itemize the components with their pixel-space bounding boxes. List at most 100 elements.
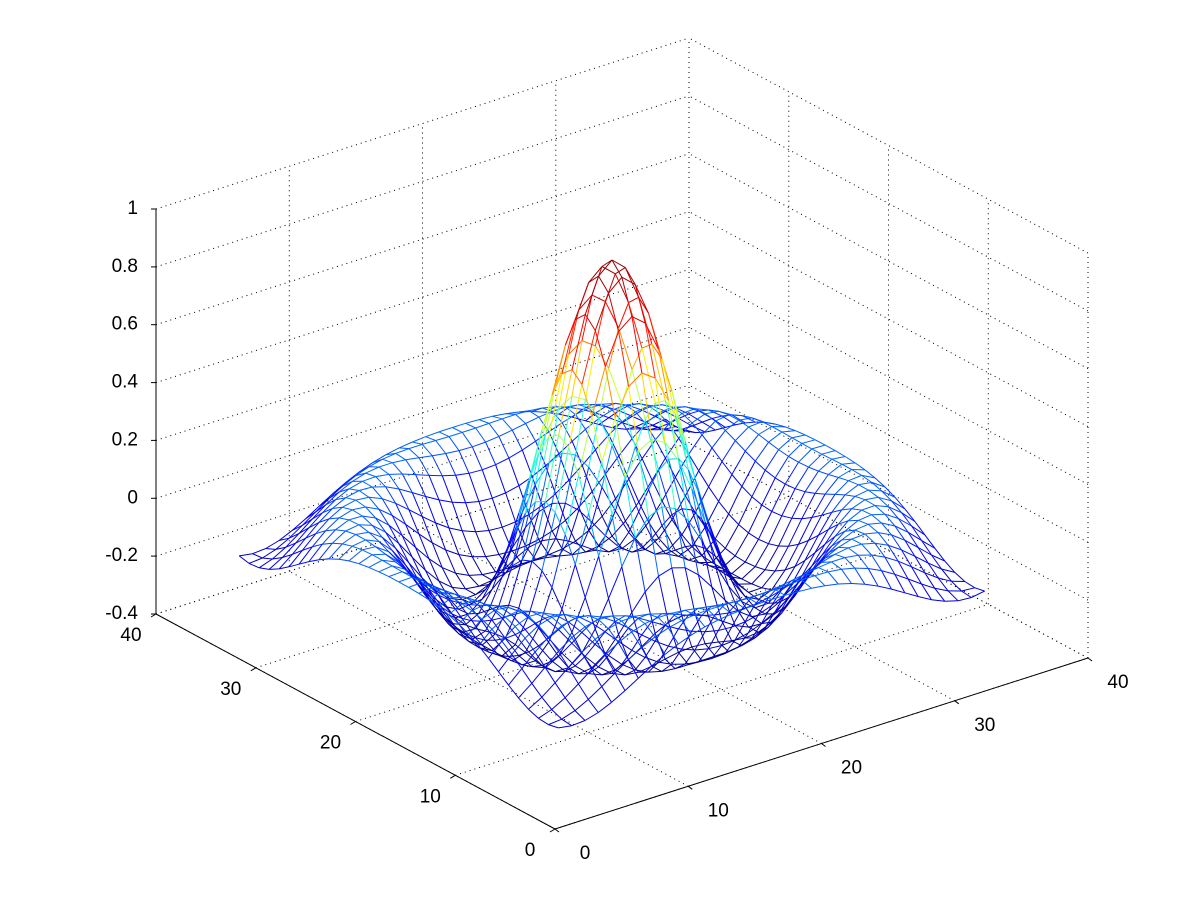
mesh-segment — [482, 464, 496, 471]
mesh-segment — [718, 554, 729, 587]
mesh-segment — [548, 431, 560, 455]
mesh-segment — [781, 515, 792, 519]
mesh-segment — [458, 554, 470, 576]
mesh-segment — [378, 571, 390, 578]
mesh-segment — [711, 586, 726, 601]
mesh-segment — [391, 550, 406, 566]
mesh-segment — [391, 515, 403, 536]
mesh-segment — [351, 539, 366, 547]
grid-line-sidewall-z — [688, 442, 1089, 659]
mesh-segment — [641, 633, 656, 647]
mesh-segment — [471, 610, 483, 620]
mesh-segment — [678, 458, 693, 511]
mesh-segment — [691, 413, 706, 424]
mesh-segment — [621, 620, 633, 633]
mesh-segment — [375, 546, 389, 553]
mesh-segment — [571, 637, 583, 653]
mesh-segment — [598, 424, 613, 429]
mesh-segment — [704, 501, 720, 528]
mesh-segment — [488, 658, 499, 672]
mesh-segment — [641, 458, 653, 481]
mesh-segment — [785, 426, 796, 432]
mesh-segment — [441, 475, 453, 503]
mesh-segment — [492, 415, 503, 420]
mesh-segment — [791, 517, 802, 520]
mesh-segment — [342, 543, 353, 547]
mesh-segment — [318, 542, 333, 561]
mesh-segment — [681, 413, 693, 424]
mesh-segment — [498, 429, 513, 437]
mesh-segment — [601, 669, 616, 676]
mesh-segment — [335, 488, 350, 500]
mesh-segment — [581, 465, 593, 492]
mesh-segment — [492, 413, 506, 417]
axes — [150, 208, 1093, 833]
mesh-segment — [718, 640, 732, 643]
mesh-segment — [428, 558, 443, 569]
mesh-segment — [648, 517, 659, 577]
mesh-segment — [328, 506, 343, 520]
mesh-segment — [468, 633, 479, 647]
mesh-segment — [635, 521, 650, 539]
mesh-segment — [787, 584, 799, 593]
mesh-segment — [681, 436, 693, 489]
mesh-segment — [574, 513, 590, 565]
mesh-segment — [425, 496, 437, 524]
mesh-segment — [335, 529, 346, 532]
mesh-segment — [678, 460, 689, 521]
mesh-segment — [821, 453, 833, 460]
mesh-segment — [338, 517, 349, 521]
mesh-segment — [511, 614, 526, 630]
mesh-segment — [871, 481, 886, 488]
mesh-segment — [431, 599, 446, 619]
mesh-segment — [834, 530, 846, 537]
mesh-segment — [421, 444, 433, 457]
mesh-segment — [894, 574, 906, 594]
mesh-segment — [668, 549, 679, 557]
mesh-segment — [591, 667, 603, 676]
mesh-segment — [694, 609, 709, 616]
mesh-segment — [758, 538, 769, 545]
mesh-segment — [814, 575, 826, 587]
mesh-segment — [355, 531, 369, 535]
mesh-segment — [431, 596, 446, 608]
mesh-segment — [544, 385, 556, 435]
mesh-segment — [605, 402, 616, 408]
mesh-segment — [461, 618, 476, 638]
mesh-segment — [741, 460, 756, 487]
mesh-segment — [441, 567, 453, 588]
mesh-segment — [788, 579, 802, 586]
mesh-segment — [871, 482, 882, 492]
mesh-segment — [871, 514, 882, 524]
mesh-segment — [931, 554, 946, 562]
mesh-segment — [898, 560, 912, 568]
mesh-segment — [801, 517, 812, 520]
mesh-segment — [761, 570, 776, 589]
mesh-segment — [724, 547, 736, 557]
mesh-segment — [748, 587, 762, 593]
mesh-segment — [874, 505, 886, 515]
mesh-segment — [631, 316, 643, 374]
mesh-segment — [431, 542, 443, 568]
mesh-segment — [574, 699, 589, 711]
mesh-segment — [611, 403, 623, 446]
mesh-segment — [884, 513, 896, 527]
mesh-segment — [624, 477, 636, 539]
y-tick-mark — [549, 828, 556, 833]
mesh-segment — [754, 597, 769, 605]
mesh-segment — [518, 651, 529, 656]
mesh-segment — [365, 539, 379, 542]
mesh-segment — [804, 470, 819, 492]
mesh-segment — [768, 431, 783, 443]
mesh-segment — [874, 477, 886, 488]
mesh-segment — [641, 647, 653, 667]
mesh-segment — [308, 512, 323, 529]
mesh-segment — [861, 505, 876, 511]
mesh-segment — [608, 654, 623, 665]
mesh-segment — [392, 459, 406, 464]
mesh-segment — [684, 609, 696, 616]
mesh-segment — [658, 567, 673, 577]
mesh-segment — [624, 478, 640, 512]
mesh-segment — [378, 508, 390, 526]
mesh-segment — [861, 543, 872, 556]
